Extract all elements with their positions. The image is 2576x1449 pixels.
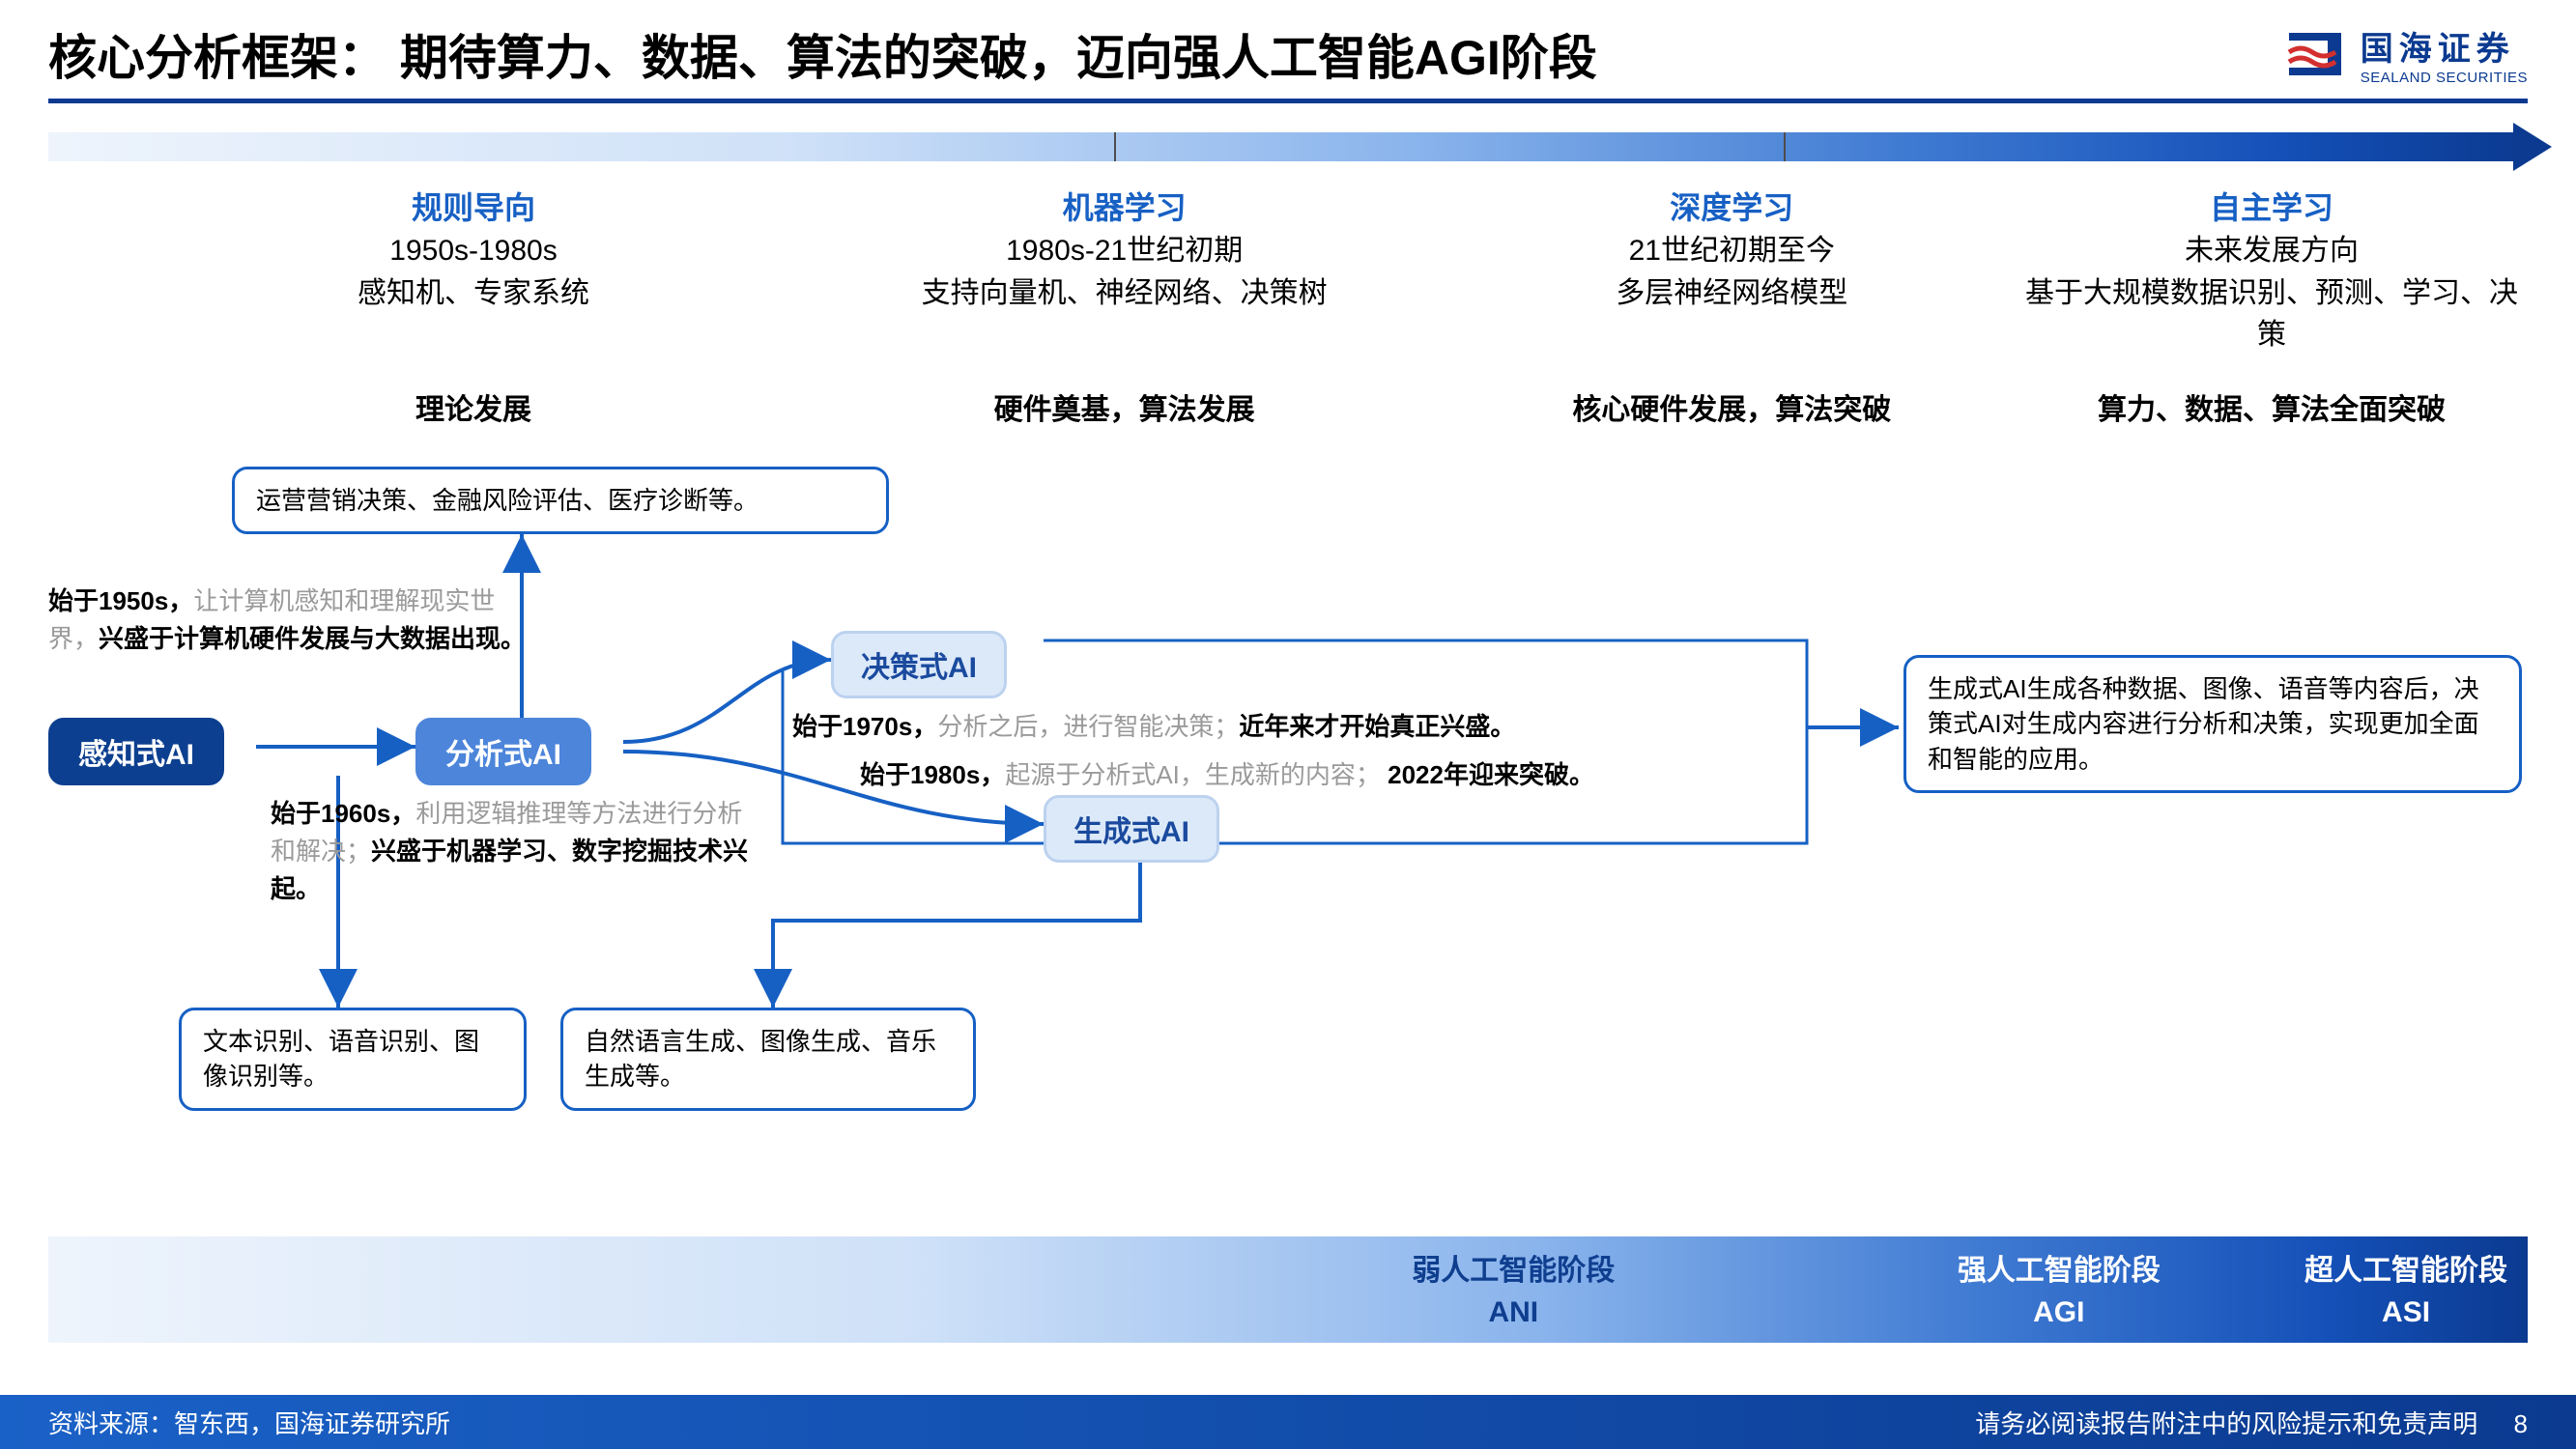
disclaimer-text: 请务必阅读报告附注中的风险提示和免责声明 — [1975, 1409, 2477, 1438]
header: 核心分析框架： 期待算力、数据、算法的突破，迈向强人工智能AGI阶段 国海证券 … — [0, 0, 2576, 99]
era-title: 规则导向 — [203, 185, 744, 230]
perceive-desc: 始于1950s，让计算机感知和理解现实世界，兴盛于计算机硬件发展与大数据出现。 — [48, 582, 531, 658]
logo-text-en: SEALAND SECURITIES — [2361, 70, 2528, 86]
era-caption-row: 理论发展 硬件奠基，算法发展 核心硬件发展，算法突破 算力、数据、算法全面突破 — [48, 385, 2528, 428]
decide-desc: 始于1970s，分析之后，进行智能决策；近年来才开始真正兴盛。 — [792, 708, 1797, 746]
footer-bar: 资料来源：智东西，国海证券研究所 请务必阅读报告附注中的风险提示和免责声明 8 — [0, 1395, 2576, 1449]
era-period: 未来发展方向 — [2016, 230, 2528, 272]
era-detail: 多层神经网络模型 — [1504, 272, 1959, 315]
stage-asi: 超人工智能阶段 ASI — [2304, 1246, 2507, 1329]
pill-analyze-ai: 分析式AI — [415, 718, 591, 785]
brand-logo: 国海证券 SEALAND SECURITIES — [2281, 22, 2528, 86]
title-underline — [48, 99, 2528, 103]
era-col: 规则导向 1950s-1980s 感知机、专家系统 — [203, 185, 744, 356]
era-row: 规则导向 1950s-1980s 感知机、专家系统 机器学习 1980s-21世… — [48, 185, 2528, 356]
generate-examples-box: 自然语言生成、图像生成、音乐生成等。 — [560, 1008, 976, 1111]
future-integration-box: 生成式AI生成各种数据、图像、语音等内容后，决策式AI对生成内容进行分析和决策，… — [1903, 655, 2522, 793]
era-detail: 感知机、专家系统 — [203, 272, 744, 315]
timeline-tick — [1784, 132, 1786, 161]
era-caption: 硬件奠基，算法发展 — [801, 385, 1448, 428]
timeline-arrow — [48, 132, 2528, 161]
era-title: 深度学习 — [1504, 185, 1959, 230]
era-caption: 核心硬件发展，算法突破 — [1504, 385, 1959, 428]
pill-generate-ai: 生成式AI — [1044, 795, 1219, 863]
page-title: 核心分析框架： 期待算力、数据、算法的突破，迈向强人工智能AGI阶段 — [48, 19, 1597, 89]
era-period: 1980s-21世纪初期 — [801, 230, 1448, 272]
era-detail: 基于大规模数据识别、预测、学习、决策 — [2016, 272, 2528, 356]
page-number: 8 — [2514, 1409, 2528, 1438]
era-period: 21世纪初期至今 — [1504, 230, 1959, 272]
logo-text-cn: 国海证券 — [2361, 22, 2528, 70]
era-col: 深度学习 21世纪初期至今 多层神经网络模型 — [1504, 185, 1959, 356]
ai-stage-strip: 弱人工智能阶段 ANI 强人工智能阶段 AGI 超人工智能阶段 ASI — [48, 1236, 2528, 1343]
era-col: 机器学习 1980s-21世纪初期 支持向量机、神经网络、决策树 — [801, 185, 1448, 356]
stage-ani: 弱人工智能阶段 ANI — [1412, 1246, 1615, 1329]
generate-desc: 始于1980s，起源于分析式AI，生成新的内容； 2022年迎来突破。 — [860, 756, 1807, 794]
era-title: 机器学习 — [801, 185, 1448, 230]
applications-box: 运营营销决策、金融风险评估、医疗诊断等。 — [232, 467, 889, 534]
pill-decide-ai: 决策式AI — [831, 631, 1007, 698]
era-col: 自主学习 未来发展方向 基于大规模数据识别、预测、学习、决策 — [2016, 185, 2528, 356]
timeline-bar — [48, 132, 2528, 161]
era-caption: 算力、数据、算法全面突破 — [2016, 385, 2528, 428]
era-detail: 支持向量机、神经网络、决策树 — [801, 272, 1448, 315]
perceive-examples-box: 文本识别、语音识别、图像识别等。 — [179, 1008, 527, 1111]
footer-right: 请务必阅读报告附注中的风险提示和免责声明 8 — [1975, 1405, 2528, 1440]
pill-perceive-ai: 感知式AI — [48, 718, 224, 785]
era-period: 1950s-1980s — [203, 230, 744, 272]
timeline-arrowhead — [2513, 123, 2552, 171]
analyze-desc: 始于1960s，利用逻辑推理等方法进行分析和解决；兴盛于机器学习、数字挖掘技术兴… — [271, 795, 754, 908]
logo-icon — [2281, 25, 2349, 83]
era-title: 自主学习 — [2016, 185, 2528, 230]
stage-agi: 强人工智能阶段 AGI — [1958, 1246, 2161, 1329]
era-caption: 理论发展 — [203, 385, 744, 428]
timeline-tick — [1114, 132, 1116, 161]
ai-type-diagram: 运营营销决策、金融风险评估、医疗诊断等。 始于1950s，让计算机感知和理解现实… — [48, 467, 2528, 1104]
source-citation: 资料来源：智东西，国海证券研究所 — [48, 1405, 450, 1440]
